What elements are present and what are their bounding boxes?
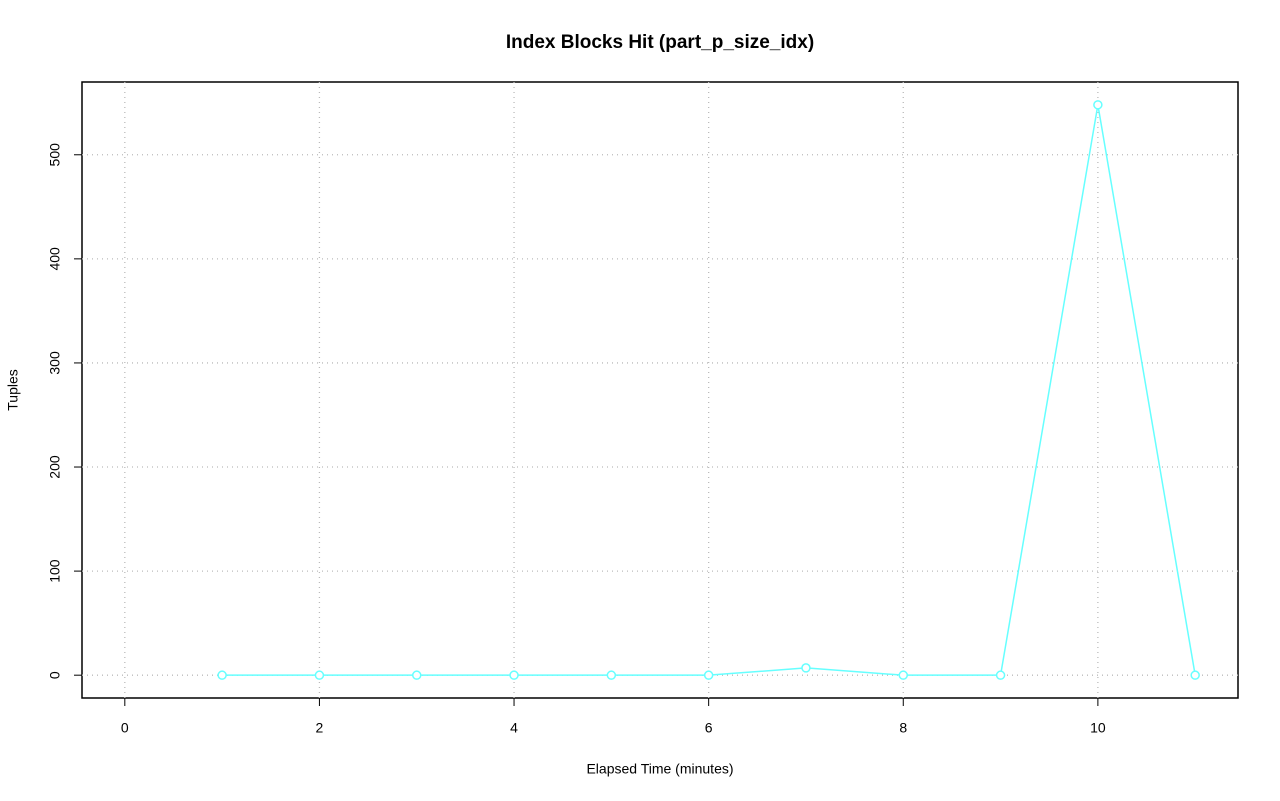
y-tick-label: 300 bbox=[47, 351, 63, 375]
x-tick-label: 2 bbox=[316, 720, 324, 736]
x-tick-label: 8 bbox=[899, 720, 907, 736]
data-point bbox=[411, 670, 422, 680]
plot-box bbox=[81, 81, 1239, 699]
data-point bbox=[314, 670, 325, 680]
data-point bbox=[898, 670, 909, 680]
series-line bbox=[222, 104, 1196, 676]
data-point bbox=[217, 670, 227, 680]
x-axis-label: Elapsed Time (minutes) bbox=[586, 761, 733, 777]
y-tick-label: 100 bbox=[47, 559, 63, 583]
y-axis-label: Tuples bbox=[5, 369, 21, 411]
x-tick-label: 10 bbox=[1090, 720, 1106, 736]
y-tick-label: 400 bbox=[47, 247, 63, 271]
data-point bbox=[1190, 670, 1200, 680]
y-tick-label: 200 bbox=[47, 455, 63, 479]
data-point bbox=[703, 670, 714, 680]
y-tick-label: 500 bbox=[47, 143, 63, 167]
x-tick-label: 6 bbox=[705, 720, 713, 736]
x-tick-label: 0 bbox=[121, 720, 129, 736]
data-point bbox=[509, 670, 519, 680]
data-point bbox=[606, 670, 617, 680]
data-point bbox=[995, 670, 1006, 680]
y-tick-label: 0 bbox=[47, 671, 63, 679]
chart-title: Index Blocks Hit (part_p_size_idx) bbox=[506, 32, 814, 53]
x-tick-label: 4 bbox=[510, 720, 518, 736]
data-point bbox=[801, 663, 811, 673]
data-point bbox=[1093, 100, 1103, 110]
